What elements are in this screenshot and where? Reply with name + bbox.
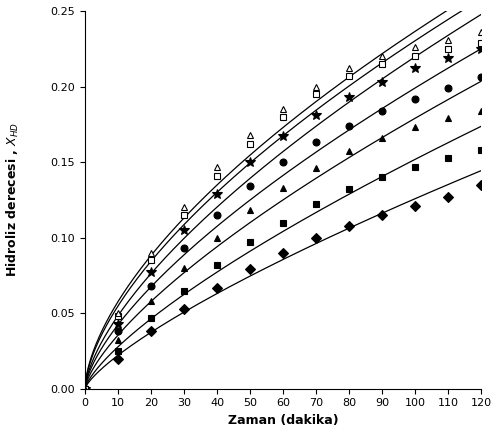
Y-axis label: Hidroliz derecesi , $X_{HD}$: Hidroliz derecesi , $X_{HD}$ (5, 122, 21, 277)
X-axis label: Zaman (dakika): Zaman (dakika) (228, 414, 338, 427)
